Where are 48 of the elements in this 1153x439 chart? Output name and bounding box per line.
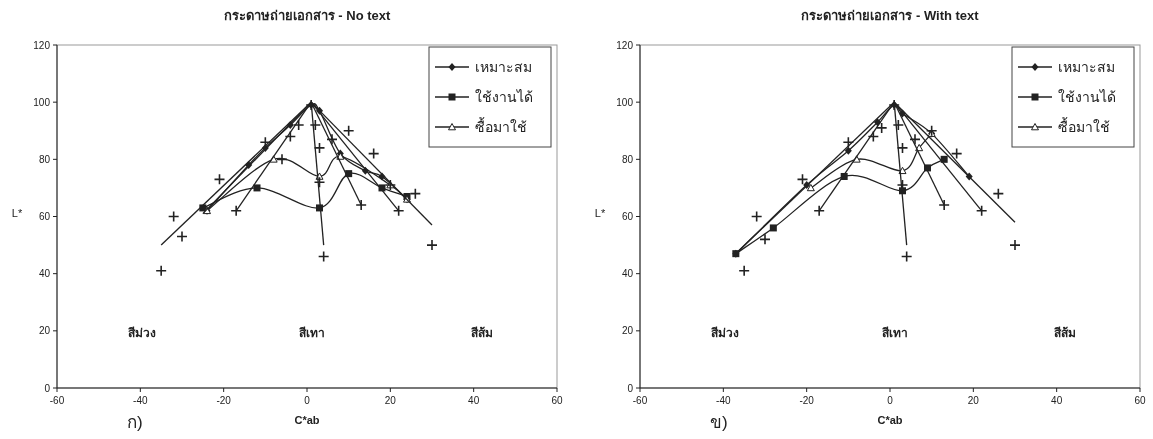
x-tick-label: 40 bbox=[468, 395, 480, 406]
legend-label: เหมาะสม bbox=[475, 59, 532, 75]
x-tick-label: -60 bbox=[49, 395, 65, 406]
y-tick-label: 60 bbox=[621, 211, 634, 222]
y-tick-label: 60 bbox=[38, 211, 51, 222]
legend-label: ซื้อมาใช้ bbox=[1058, 117, 1110, 135]
y-tick-label: 80 bbox=[621, 153, 634, 165]
y-axis-title: L* bbox=[11, 206, 23, 219]
annotation: สีเทา bbox=[882, 325, 908, 340]
legend-label: ใช้งานได้ bbox=[1058, 89, 1116, 105]
chart-title: กระดาษถ่ายเอกสาร - No text bbox=[223, 8, 391, 23]
y-tick-label: 20 bbox=[38, 325, 51, 337]
legend-label: เหมาะสม bbox=[1058, 59, 1115, 75]
y-tick-label: 100 bbox=[616, 96, 634, 108]
x-tick-label: 20 bbox=[967, 395, 980, 406]
annotation: สีม่วง bbox=[711, 325, 739, 340]
text: ข) bbox=[710, 413, 728, 432]
x-tick-label: 40 bbox=[1051, 395, 1063, 406]
x-tick-label: 0 bbox=[887, 395, 894, 406]
annotation: สีส้ม bbox=[471, 325, 493, 340]
x-tick-label: -20 bbox=[799, 395, 815, 406]
y-tick-label: 40 bbox=[621, 268, 634, 280]
y-tick-label: 100 bbox=[33, 96, 51, 108]
annotation: สีม่วง bbox=[128, 325, 156, 340]
legend-label: ซื้อมาใช้ bbox=[475, 117, 527, 135]
x-tick-label: 60 bbox=[1134, 395, 1146, 406]
x-tick-label: -20 bbox=[216, 395, 232, 406]
legend-label: ใช้งานได้ bbox=[475, 89, 533, 105]
y-tick-label: 40 bbox=[38, 268, 51, 280]
y-tick-label: 120 bbox=[616, 39, 634, 51]
chart-title: กระดาษถ่ายเอกสาร - With text bbox=[801, 8, 980, 23]
x-tick-label: -60 bbox=[632, 395, 648, 406]
annotation: สีเทา bbox=[299, 325, 325, 340]
y-tick-label: 0 bbox=[44, 382, 51, 394]
x-tick-label: -40 bbox=[716, 395, 731, 406]
x-axis-title: C*ab bbox=[294, 414, 320, 426]
y-axis-title: L* bbox=[594, 206, 606, 219]
y-tick-label: 80 bbox=[38, 153, 51, 165]
x-tick-label: 0 bbox=[304, 395, 311, 406]
annotation: สีส้ม bbox=[1054, 325, 1076, 340]
y-tick-label: 0 bbox=[627, 382, 634, 394]
y-tick-label: 120 bbox=[33, 39, 51, 51]
text: ก) bbox=[127, 413, 143, 432]
y-tick-label: 20 bbox=[621, 325, 634, 337]
x-tick-label: -40 bbox=[133, 395, 148, 406]
x-tick-label: 20 bbox=[384, 395, 397, 406]
x-tick-label: 60 bbox=[551, 395, 563, 406]
x-axis-title: C*ab bbox=[877, 414, 903, 426]
